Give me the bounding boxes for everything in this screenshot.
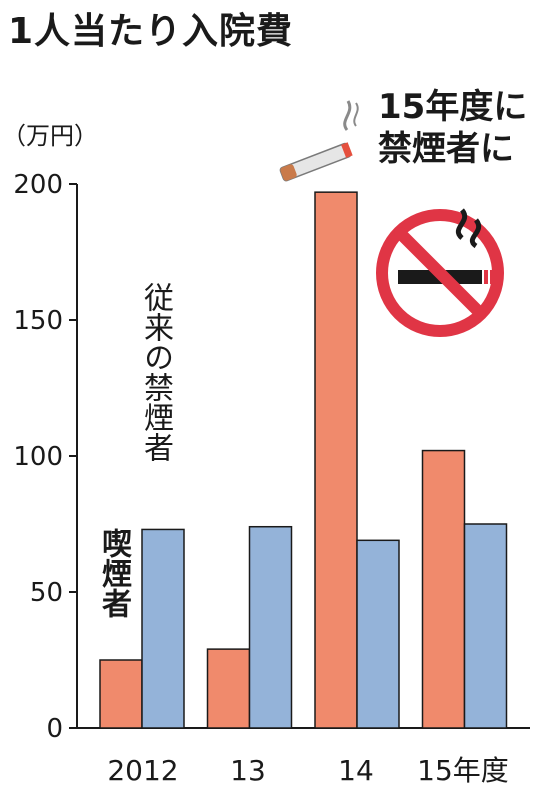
bar-former-nonsmoker-0: [141, 528, 185, 729]
y-tick-label: 200: [13, 170, 63, 200]
annotation-line-1: 15年度に: [378, 87, 528, 127]
series-label-smoker: 喫煙者: [96, 528, 131, 618]
y-axis-unit: （万円）: [2, 122, 98, 150]
bar-former-nonsmoker-1: [248, 525, 293, 729]
x-tick-label: 2012: [107, 754, 178, 787]
chart-title: 1人当たり入院費: [8, 11, 294, 52]
annotation-line-2: 禁煙者に: [378, 129, 514, 169]
bar-smoker-0: [99, 659, 143, 729]
no-smoking-icon: [376, 208, 504, 337]
bar-smoker-3: [421, 449, 466, 729]
bar-smoker-2: [314, 191, 358, 729]
bar-former-nonsmoker-2: [356, 539, 400, 729]
cigarette-icon: [279, 100, 359, 182]
x-tick-label: 13: [230, 754, 266, 787]
y-tick-label: 0: [46, 714, 63, 744]
y-tick-label: 100: [13, 442, 63, 472]
bar-smoker-1: [206, 648, 251, 729]
bars: [99, 191, 508, 729]
y-tick-label: 150: [13, 306, 63, 336]
annotation-note: 15年度に 禁煙者に: [378, 86, 527, 170]
y-tick-label: 50: [30, 578, 63, 608]
x-tick-label: 15年度: [417, 754, 509, 787]
bar-former-nonsmoker-3: [463, 523, 508, 729]
x-tick-label: 14: [338, 754, 374, 787]
x-axis-labels: 2012 13 14 15年度: [107, 754, 508, 787]
series-label-former-nonsmoker: 従来の禁煙者: [138, 282, 173, 462]
